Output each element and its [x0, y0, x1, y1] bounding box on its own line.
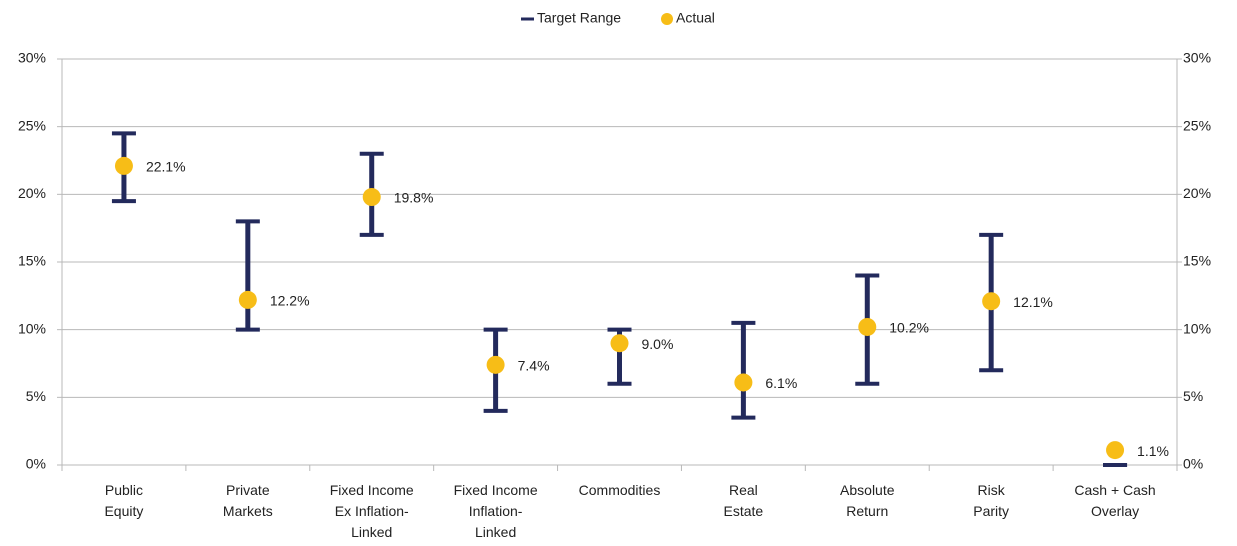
actual-dot: [982, 292, 1001, 311]
y2-tick-label: 15%: [1183, 253, 1211, 269]
x-tick-label-line: Overlay: [1091, 503, 1139, 519]
y2-tick-label: 20%: [1183, 185, 1211, 201]
data-label: 9.0%: [642, 336, 674, 352]
x-tick-label: Fixed Income Ex Inflation- Linked: [330, 482, 414, 540]
data-label: 19.8%: [394, 190, 434, 206]
y2-tick-label: 25%: [1183, 117, 1211, 133]
x-tick-label-line: Return: [846, 503, 888, 519]
y2-tick-label: 30%: [1183, 50, 1211, 66]
x-tick-label-line: Equity: [104, 503, 143, 519]
data-label: 6.1%: [765, 375, 797, 391]
actual-dot: [114, 156, 133, 175]
x-tick-label-line: Risk: [978, 482, 1006, 498]
data-label: 7.4%: [518, 358, 550, 374]
x-tick-label-line: Fixed Income: [454, 482, 538, 498]
legend-swatch: [661, 13, 673, 25]
y-tick-label: 0%: [26, 456, 46, 472]
x-tick-label-line: Ex Inflation-: [335, 503, 409, 519]
x-tick-label-line: Commodities: [579, 482, 661, 498]
y-tick-label: 10%: [18, 320, 46, 336]
x-tick-label-line: Inflation-: [469, 503, 523, 519]
y2-tick-label: 5%: [1183, 388, 1203, 404]
actual-dot: [734, 373, 753, 392]
x-tick-label-line: Linked: [351, 524, 392, 540]
actual-dot: [486, 355, 505, 374]
y-tick-label: 5%: [26, 388, 46, 404]
target-range: [235, 219, 260, 332]
y-tick-label: 20%: [18, 185, 46, 201]
x-tick-label-line: Real: [729, 482, 758, 498]
legend-label: Target Range: [537, 10, 621, 26]
y-tick-label: 25%: [18, 117, 46, 133]
y-tick-label: 30%: [18, 50, 46, 66]
x-tick-label: Absolute Return: [840, 482, 895, 519]
x-tick-label: Commodities: [579, 482, 661, 498]
actual-dot: [1106, 441, 1125, 460]
x-tick-label: Real Estate: [724, 482, 764, 519]
actual-dot: [858, 317, 877, 336]
legend-label: Actual: [676, 10, 715, 26]
x-tick-label-line: Parity: [973, 503, 1009, 519]
y2-tick-label: 0%: [1183, 456, 1203, 472]
x-tick-label-line: Linked: [475, 524, 516, 540]
x-tick-label-line: Public: [105, 482, 143, 498]
x-tick-label: Cash + Cash Overlay: [1074, 482, 1155, 519]
x-tick-label-line: Estate: [724, 503, 764, 519]
target-range: [731, 320, 756, 420]
x-tick-label-line: Private: [226, 482, 270, 498]
x-tick-label-line: Fixed Income: [330, 482, 414, 498]
x-tick-label-line: Markets: [223, 503, 273, 519]
x-tick-label: Private Markets: [223, 482, 273, 519]
x-tick-label-line: Cash + Cash: [1074, 482, 1155, 498]
y-tick-label: 15%: [18, 253, 46, 269]
data-label: 1.1%: [1137, 443, 1169, 459]
actual-dot: [362, 188, 381, 207]
x-tick-label: Fixed Income Inflation- Linked: [454, 482, 538, 540]
x-tick-label: Public Equity: [104, 482, 143, 519]
actual-dot: [238, 290, 257, 309]
x-tick-label: Risk Parity: [973, 482, 1009, 519]
y2-tick-label: 10%: [1183, 320, 1211, 336]
actual-dot: [610, 334, 629, 353]
data-label: 12.2%: [270, 293, 310, 309]
data-label: 12.1%: [1013, 294, 1053, 310]
data-label: 10.2%: [889, 320, 929, 336]
data-label: 22.1%: [146, 159, 186, 175]
x-tick-label-line: Absolute: [840, 482, 895, 498]
